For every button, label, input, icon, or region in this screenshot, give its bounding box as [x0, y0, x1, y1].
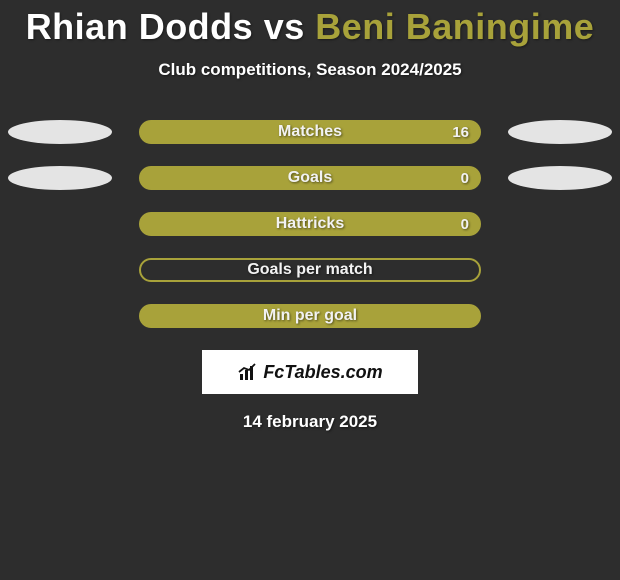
stat-label: Matches	[278, 123, 342, 141]
stat-bar: Matches 16	[139, 120, 481, 144]
branding-text: FcTables.com	[263, 362, 382, 383]
chart-icon	[237, 362, 259, 382]
stat-row: Matches 16	[0, 120, 620, 144]
page-title: Rhian Dodds vs Beni Baningime	[0, 0, 620, 48]
stat-bar: Hattricks 0	[139, 212, 481, 236]
branding-box: FcTables.com	[202, 350, 418, 394]
player1-ellipse	[8, 120, 112, 144]
stat-row: Goals 0	[0, 166, 620, 190]
stat-label: Goals per match	[247, 261, 372, 279]
stat-label: Goals	[288, 169, 332, 187]
stat-label: Hattricks	[276, 215, 344, 233]
vs-text: vs	[264, 6, 305, 47]
stat-value: 0	[461, 170, 469, 187]
stat-row: Goals per match	[0, 258, 620, 282]
player2-ellipse	[508, 120, 612, 144]
stat-rows: Matches 16 Goals 0 Hattricks 0 Goals per match…	[0, 120, 620, 328]
player2-ellipse	[508, 166, 612, 190]
date-text: 14 february 2025	[0, 412, 620, 432]
stat-value: 16	[452, 124, 469, 141]
player1-ellipse	[8, 166, 112, 190]
stat-bar: Min per goal	[139, 304, 481, 328]
stat-label: Min per goal	[263, 307, 357, 325]
player2-name: Beni Baningime	[315, 6, 594, 47]
subtitle: Club competitions, Season 2024/2025	[0, 60, 620, 80]
stat-bar: Goals 0	[139, 166, 481, 190]
stat-value: 0	[461, 216, 469, 233]
stat-row: Hattricks 0	[0, 212, 620, 236]
stat-row: Min per goal	[0, 304, 620, 328]
stat-bar: Goals per match	[139, 258, 481, 282]
player1-name: Rhian Dodds	[26, 6, 254, 47]
